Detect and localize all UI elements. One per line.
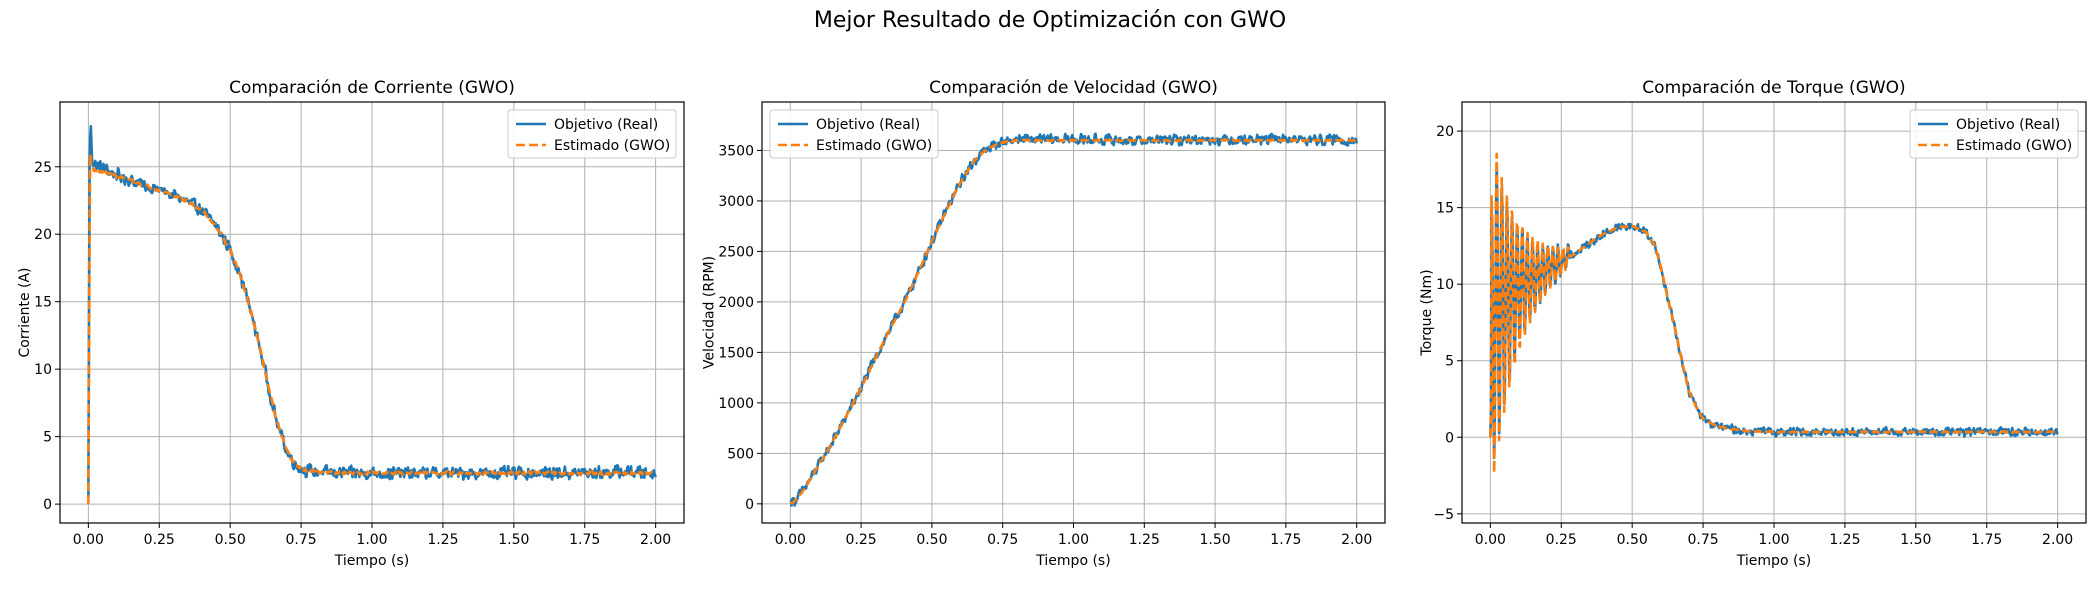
chart-title: Comparación de Velocidad (GWO) bbox=[929, 78, 1218, 98]
legend-box bbox=[769, 109, 939, 159]
y-tick-label: 15 bbox=[34, 295, 52, 311]
y-tick-label: 15 bbox=[1436, 201, 1454, 217]
legend-label: Objetivo (Real) bbox=[1956, 117, 2060, 133]
y-tick-label: 2500 bbox=[718, 244, 754, 260]
grid bbox=[1462, 102, 2086, 523]
x-axis-label: Tiempo (s) bbox=[1736, 553, 1811, 569]
figure-title: Mejor Resultado de Optimización con GWO bbox=[813, 8, 1287, 33]
y-tick-label: −5 bbox=[1433, 507, 1454, 523]
chart-title: Comparación de Torque (GWO) bbox=[1642, 78, 1905, 98]
x-tick-label: 0.00 bbox=[73, 532, 104, 548]
y-tick-label: 25 bbox=[34, 160, 52, 176]
y-tick-label: 2000 bbox=[718, 295, 754, 311]
legend-box bbox=[507, 109, 677, 159]
grid bbox=[60, 102, 684, 523]
y-axis-label: Corriente (A) bbox=[17, 267, 33, 357]
legend-box bbox=[1909, 109, 2079, 159]
x-tick-label: 0.25 bbox=[144, 532, 175, 548]
y-tick-label: 0 bbox=[745, 497, 754, 513]
x-tick-label: 1.25 bbox=[427, 532, 458, 548]
legend-label: Estimado (GWO) bbox=[554, 138, 670, 154]
x-axis-label: Tiempo (s) bbox=[334, 553, 409, 569]
y-axis-label: Velocidad (RPM) bbox=[702, 256, 718, 369]
x-tick-label: 1.00 bbox=[1758, 532, 1789, 548]
x-tick-label: 0.50 bbox=[215, 532, 246, 548]
x-tick-label: 1.50 bbox=[1200, 532, 1231, 548]
x-tick-label: 1.00 bbox=[1058, 532, 1089, 548]
x-tick-label: 1.75 bbox=[1270, 532, 1301, 548]
series-group bbox=[1489, 152, 2059, 475]
x-tick-label: 1.25 bbox=[1829, 532, 1860, 548]
y-tick-label: 0 bbox=[43, 497, 52, 513]
legend-label: Estimado (GWO) bbox=[1956, 138, 2072, 154]
series-line-estimated bbox=[789, 138, 1358, 505]
y-tick-label: 500 bbox=[727, 446, 754, 462]
x-tick-label: 0.50 bbox=[1617, 532, 1648, 548]
y-tick-label: 0 bbox=[1445, 430, 1454, 446]
x-tick-label: 0.75 bbox=[286, 532, 317, 548]
legend-label: Objetivo (Real) bbox=[554, 117, 658, 133]
legend: Objetivo (Real) Estimado (GWO) bbox=[1909, 109, 2079, 159]
y-tick-label: 10 bbox=[1436, 277, 1454, 293]
y-axis-label: Torque (Nm) bbox=[1419, 269, 1435, 356]
series-group bbox=[789, 132, 1358, 507]
y-tick-label: 10 bbox=[34, 362, 52, 378]
x-tick-label: 1.75 bbox=[1971, 532, 2002, 548]
x-tick-label: 0.75 bbox=[1688, 532, 1719, 548]
x-tick-label: 0.25 bbox=[1546, 532, 1577, 548]
x-tick-label: 1.25 bbox=[1129, 532, 1160, 548]
x-tick-label: 0.25 bbox=[846, 532, 877, 548]
series-group bbox=[87, 124, 657, 505]
x-tick-label: 2.00 bbox=[1341, 532, 1372, 548]
chart-title: Comparación de Corriente (GWO) bbox=[229, 78, 515, 98]
legend: Objetivo (Real) Estimado (GWO) bbox=[507, 109, 677, 159]
x-tick-label: 2.00 bbox=[640, 532, 671, 548]
y-tick-label: 3500 bbox=[718, 143, 754, 159]
legend: Objetivo (Real) Estimado (GWO) bbox=[769, 109, 939, 159]
x-tick-label: 1.00 bbox=[356, 532, 387, 548]
y-tick-label: 5 bbox=[43, 430, 52, 446]
y-tick-label: 20 bbox=[1436, 124, 1454, 140]
y-tick-label: 3000 bbox=[718, 194, 754, 210]
y-tick-label: 1500 bbox=[718, 345, 754, 361]
legend-label: Objetivo (Real) bbox=[816, 117, 920, 133]
x-tick-label: 0.00 bbox=[1475, 532, 1506, 548]
series-line-estimated bbox=[1489, 152, 2059, 475]
x-tick-label: 0.00 bbox=[775, 532, 806, 548]
y-tick-label: 1000 bbox=[718, 396, 754, 412]
x-axis-label: Tiempo (s) bbox=[1035, 553, 1110, 569]
x-tick-label: 2.00 bbox=[2042, 532, 2073, 548]
y-tick-label: 5 bbox=[1445, 354, 1454, 370]
x-tick-label: 1.50 bbox=[1900, 532, 1931, 548]
x-tick-label: 0.50 bbox=[916, 532, 947, 548]
legend-label: Estimado (GWO) bbox=[816, 138, 932, 154]
x-tick-label: 1.75 bbox=[569, 532, 600, 548]
series-line-estimated bbox=[87, 152, 657, 505]
x-tick-label: 0.75 bbox=[987, 532, 1018, 548]
y-tick-label: 20 bbox=[34, 227, 52, 243]
x-tick-label: 1.50 bbox=[498, 532, 529, 548]
series-line-real bbox=[1489, 163, 2059, 460]
